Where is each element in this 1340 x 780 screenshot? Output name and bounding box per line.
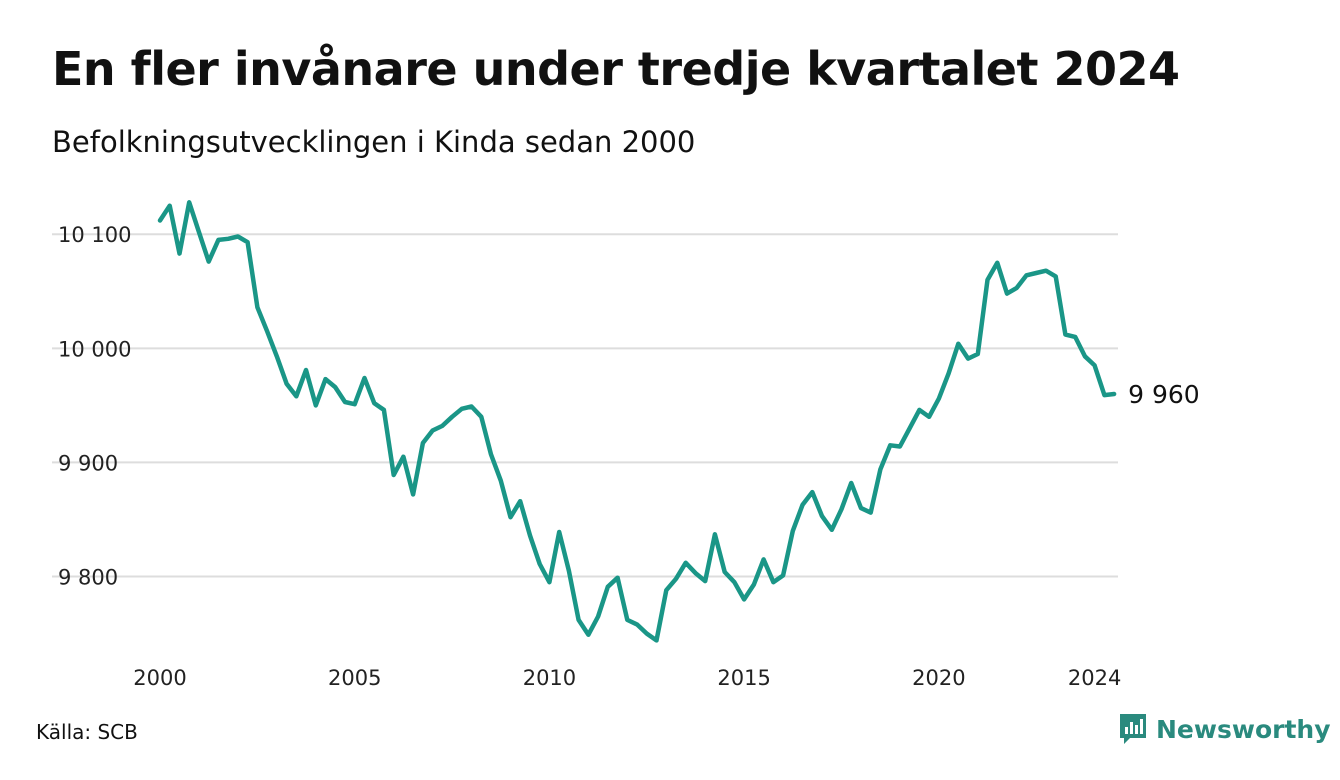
brand-logo[interactable]: Newsworthy: [1118, 712, 1331, 746]
series-line: [157, 200, 1117, 643]
x-tick-label: 2010: [523, 666, 576, 690]
end-label-group: 9 960: [1128, 380, 1200, 409]
x-tick-label: 2000: [133, 666, 186, 690]
y-tick-label: 9 800: [58, 566, 118, 590]
newsworthy-logo-icon: [1120, 714, 1146, 744]
y-tick-label: 10 100: [58, 223, 131, 247]
y-tick-label: 10 000: [58, 337, 131, 361]
chart-title: En fler invånare under tredje kvartalet …: [52, 42, 1180, 96]
y-axis: 9 800 9 900 10 000 10 100: [58, 223, 131, 589]
brand-name: Newsworthy: [1156, 714, 1331, 744]
source-note: Källa: SCB: [36, 720, 138, 744]
grid-lines: [52, 233, 1118, 578]
x-tick-label: 2024: [1068, 666, 1121, 690]
x-tick-label: 2005: [328, 666, 381, 690]
end-value-label: 9 960: [1128, 380, 1200, 409]
x-axis: 2000 2005 2010 2015 2020 2024: [133, 666, 1121, 690]
y-tick-label: 9 900: [58, 451, 118, 475]
x-tick-label: 2015: [717, 666, 770, 690]
chart-subtitle: Befolkningsutvecklingen i Kinda sedan 20…: [52, 125, 696, 159]
series-group: [157, 200, 1117, 643]
x-tick-label: 2020: [912, 666, 965, 690]
